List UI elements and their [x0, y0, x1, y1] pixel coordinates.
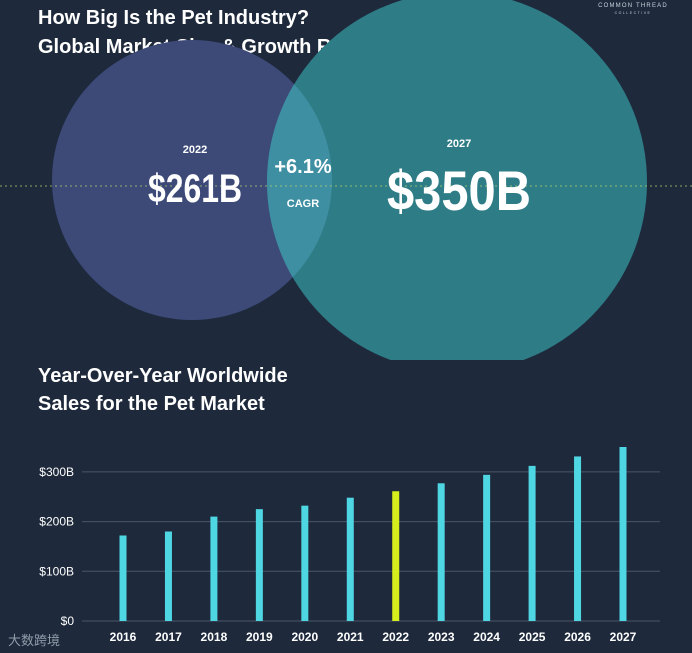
bar-2024 [483, 474, 491, 621]
chart-title: Year-Over-Year Worldwide Sales for the P… [38, 362, 288, 418]
x-tick-label: 2026 [564, 630, 591, 644]
bar-2019 [255, 509, 263, 621]
bar-layer [119, 447, 627, 621]
venn-circle-2027 [267, 0, 647, 360]
bar-2018 [210, 516, 218, 621]
label-layer: $0 $100B $200B $300B 2016 2017 2018 2019 2020 202… [39, 465, 636, 644]
x-tick-label: 2027 [610, 630, 637, 644]
venn-left-year: 2022 [183, 144, 207, 156]
chart-title-line-1: Year-Over-Year Worldwide [38, 365, 288, 387]
brand-subname: COLLECTIVE [614, 11, 652, 15]
bar-2017 [164, 531, 172, 621]
bar-2021 [346, 497, 354, 621]
x-tick-label: 2025 [519, 630, 546, 644]
title-line-1: How Big Is the Pet Industry? [38, 7, 310, 29]
y-tick-label: $200B [39, 515, 74, 529]
x-tick-label: 2023 [428, 630, 455, 644]
x-tick-label: 2024 [473, 630, 500, 644]
x-tick-label: 2020 [291, 630, 318, 644]
x-tick-label: 2019 [246, 630, 273, 644]
y-tick-label: $300B [39, 465, 74, 479]
venn-right-value: $350B [387, 159, 531, 222]
bar-2023 [437, 483, 445, 621]
x-tick-label: 2018 [201, 630, 228, 644]
venn-circle-2022 [52, 40, 332, 320]
venn-right-year: 2027 [447, 138, 471, 150]
venn-left-value: $261B [148, 167, 242, 211]
cagr-label: CAGR [287, 198, 319, 210]
watermark: 大数跨境 [8, 633, 61, 648]
chart-title-line-2: Sales for the Pet Market [38, 393, 265, 415]
x-tick-label: 2017 [155, 630, 182, 644]
brand-logo: COMMON THREAD COLLECTIVE [596, 3, 670, 15]
y-tick-label: $100B [39, 564, 74, 578]
x-tick-label: 2021 [337, 630, 364, 644]
x-tick-label: 2022 [382, 630, 409, 644]
cagr-value: +6.1% [274, 156, 331, 178]
x-tick-label: 2016 [110, 630, 137, 644]
bar-2020 [301, 505, 309, 621]
bar-2026 [574, 456, 582, 621]
grid-layer [82, 471, 660, 622]
bar-2016 [119, 535, 127, 621]
bar-2025 [528, 465, 536, 621]
venn-diagram: 2022 $261B +6.1% CAGR 2027 $350B [0, 0, 692, 360]
brand-name: COMMON THREAD [598, 3, 668, 9]
y-tick-label: $0 [61, 614, 75, 628]
bar-2022 [392, 491, 400, 621]
bar-2027 [619, 447, 627, 621]
